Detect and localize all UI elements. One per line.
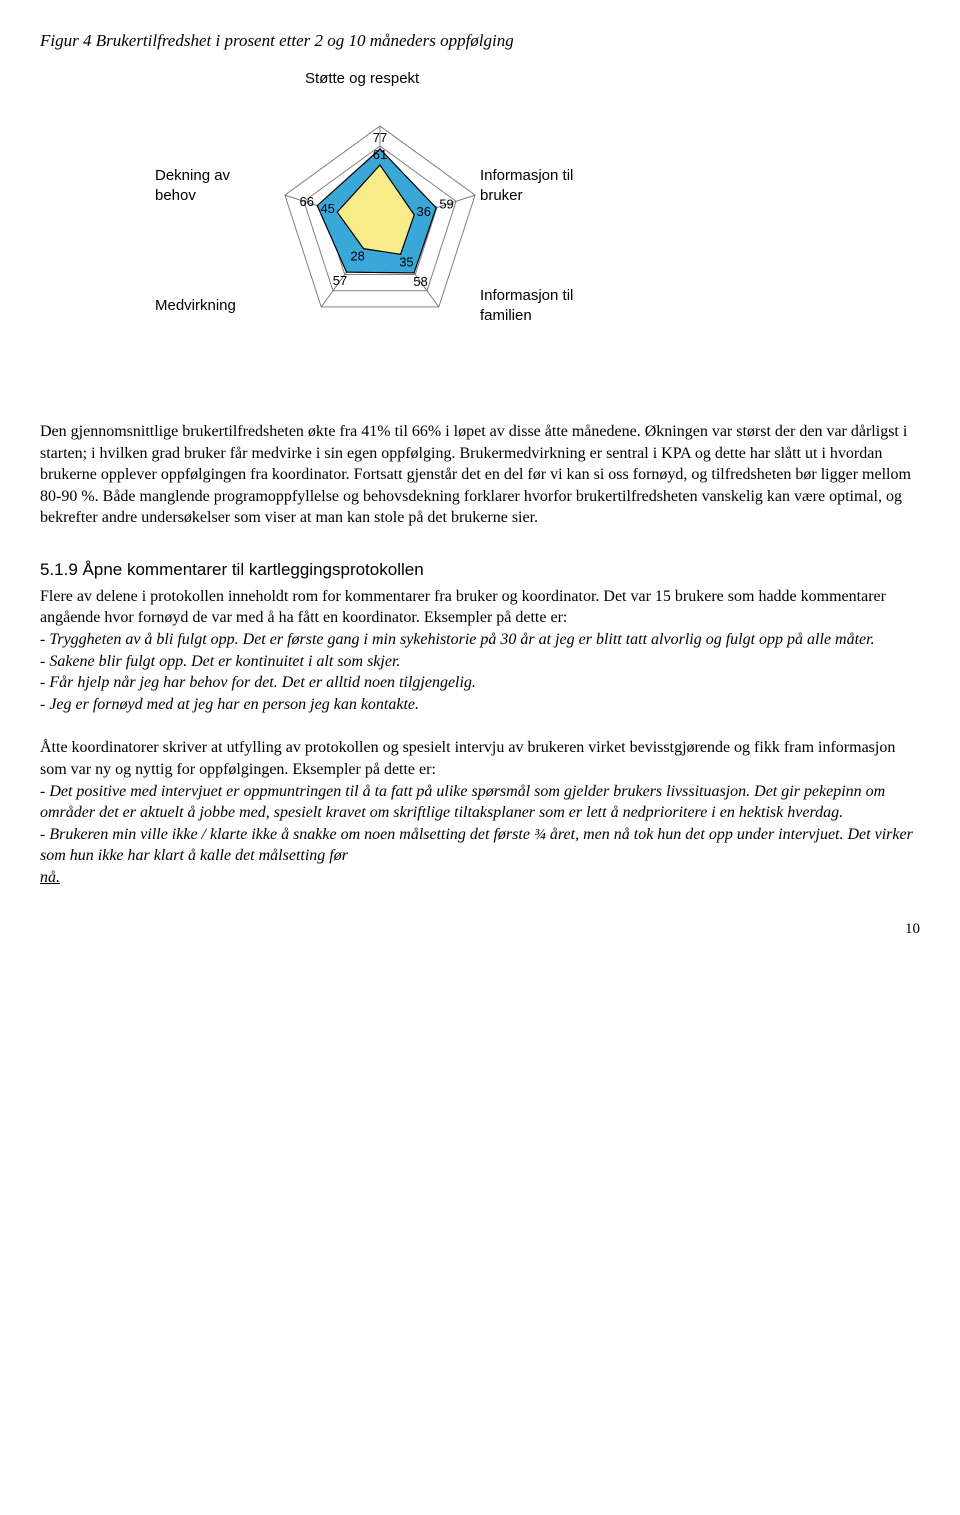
axis-label-right: Informasjon til bruker [480,166,620,207]
svg-text:58: 58 [413,274,427,289]
radar-svg: 77 59 58 57 66 61 36 35 28 45 [250,91,510,351]
quote-1: - Tryggheten av å bli fulgt opp. Det er … [40,631,875,648]
axis-label-bottom-left: Medvirkning [155,296,236,316]
axis-label-bottom-right: Informasjon til familien [480,286,620,327]
quote-5: - Det positive med intervjuet er oppmunt… [40,783,885,822]
svg-text:59: 59 [439,196,453,211]
radar-chart: 77 59 58 57 66 61 36 35 28 45 Støtte og respekt I… [80,71,720,391]
figure-title: Figur 4 Brukertilfredshet i prosent ette… [40,30,920,53]
page-number: 10 [40,919,920,939]
paragraph-3: Åtte koordinatorer skriver at utfylling … [40,737,920,888]
quote-6b: nå. [40,869,60,886]
paragraph-3-intro: Åtte koordinatorer skriver at utfylling … [40,739,895,778]
svg-text:28: 28 [350,249,364,264]
svg-text:35: 35 [399,254,413,269]
paragraph-1: Den gjennomsnittlige brukertilfredsheten… [40,421,920,529]
axis-label-left: Dekning av behov [155,166,255,207]
svg-text:45: 45 [320,201,334,216]
section-heading: 5.1.9 Åpne kommentarer til kartleggingsp… [40,559,920,582]
axis-label-top: Støtte og respekt [305,69,419,89]
quote-3: - Får hjelp når jeg har behov for det. D… [40,674,476,691]
svg-text:36: 36 [417,204,431,219]
paragraph-2-intro: Flere av delene i protokollen inneholdt … [40,588,886,627]
svg-text:61: 61 [373,147,387,162]
paragraph-2: Flere av delene i protokollen inneholdt … [40,586,920,716]
quote-6a: - Brukeren min ville ikke / klarte ikke … [40,826,913,865]
svg-text:77: 77 [373,130,387,145]
quote-4: - Jeg er fornøyd med at jeg har en perso… [40,696,419,713]
svg-text:66: 66 [300,194,314,209]
svg-text:57: 57 [333,273,347,288]
quote-2: - Sakene blir fulgt opp. Det er kontinui… [40,653,400,670]
